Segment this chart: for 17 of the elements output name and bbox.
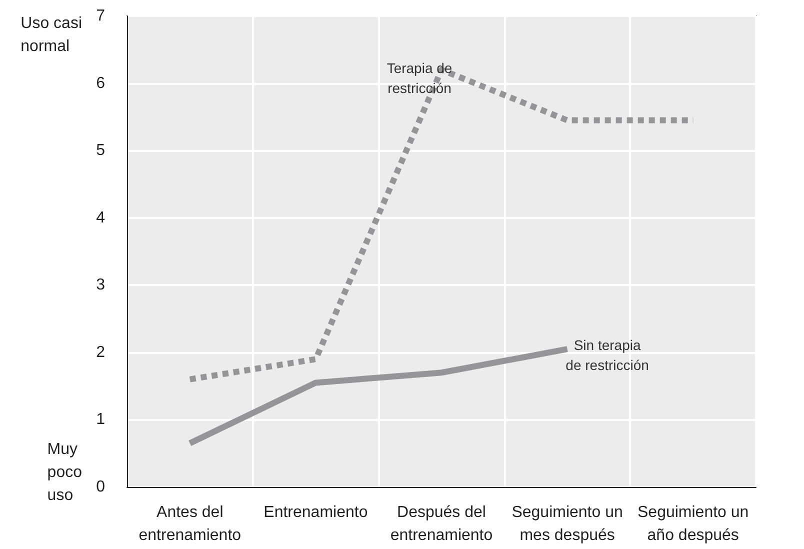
y-tick-label: 6 (96, 74, 106, 92)
y-tick-label: 4 (96, 209, 106, 226)
y-tick-label: 1 (96, 411, 106, 428)
y-tick-label: 2 (96, 344, 106, 361)
y-tick-label: 3 (96, 276, 106, 294)
series-label: Terapia de restricción (386, 60, 452, 96)
x-tick-label: Entrenamiento (264, 504, 368, 521)
x-tick-label: Seguimiento un mes después (512, 504, 623, 544)
x-tick-label: Antes del entrenamiento (138, 504, 242, 544)
y-tick-label: 7 (96, 8, 106, 24)
series-label: Sin terapia de restricción (566, 337, 649, 374)
x-tick-label: Seguimiento un año después (638, 504, 749, 544)
y-tick-label: 5 (96, 142, 106, 160)
text: Muy poco uso (47, 441, 82, 504)
text: Uso casi normal (20, 15, 82, 55)
x-tick-label: Después del entrenamiento (390, 504, 493, 544)
y-tick-label: 0 (96, 478, 106, 496)
